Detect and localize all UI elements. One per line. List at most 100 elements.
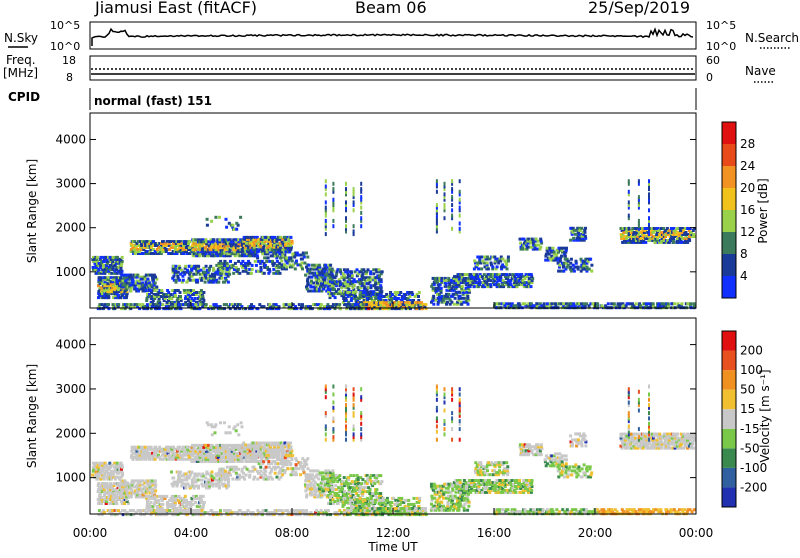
power-cell <box>531 238 534 241</box>
power-streak-cell <box>459 222 461 226</box>
power-cell <box>564 255 567 258</box>
power-cell <box>220 262 223 265</box>
power-streak-cell <box>332 182 334 186</box>
power-cell <box>316 303 319 306</box>
power-cell <box>205 303 208 306</box>
power-cell <box>507 256 510 259</box>
power-cell <box>289 248 292 251</box>
power-cell <box>546 247 549 250</box>
power-streak-cell <box>451 203 453 207</box>
power-streak-cell <box>459 198 461 202</box>
velocity-cell <box>185 499 188 502</box>
velocity-cell <box>172 446 175 449</box>
power-cell <box>119 276 122 279</box>
power-cell <box>107 303 110 306</box>
power-cell <box>121 256 124 259</box>
power-cell <box>192 303 195 306</box>
power-cell <box>417 295 420 298</box>
power-streak-cell <box>353 187 355 191</box>
power-cell <box>418 291 421 294</box>
power-cell <box>135 303 138 306</box>
power-cell <box>455 291 458 294</box>
power-cell <box>530 285 533 288</box>
power-streak-cell <box>451 227 453 231</box>
power-cell <box>635 302 638 305</box>
power-cell <box>199 303 202 306</box>
power-cell <box>154 276 157 279</box>
power-cell <box>367 268 370 271</box>
power-cell <box>692 302 695 305</box>
power-cell <box>155 286 158 289</box>
power-cell <box>331 278 334 281</box>
power-streak-cell <box>628 227 630 231</box>
power-cell <box>607 302 610 305</box>
velocity-cell <box>290 446 293 449</box>
power-cell <box>174 289 177 292</box>
power-cell <box>490 273 493 276</box>
power-cell <box>182 279 185 282</box>
power-cell <box>282 248 285 251</box>
power-colorbar-segment <box>722 144 736 166</box>
power-cell <box>680 241 683 244</box>
power-colorbar-tick: 24 <box>740 159 755 173</box>
power-cell <box>197 265 200 268</box>
power-cell <box>457 281 460 284</box>
velocity-cell <box>195 479 198 482</box>
power-cell <box>312 282 315 285</box>
power-cell <box>285 265 288 268</box>
power-streak-cell <box>648 208 650 212</box>
power-streak-cell <box>325 192 327 196</box>
power-cell <box>225 226 228 229</box>
power-streak-cell <box>628 179 630 183</box>
power-cell <box>445 283 448 286</box>
power-cell <box>461 297 464 300</box>
power-cell <box>394 297 397 300</box>
velocity-cell <box>203 501 206 504</box>
power-cell <box>453 303 456 306</box>
power-colorbar-segment <box>722 232 736 254</box>
power-cell <box>390 297 393 300</box>
velocity-cell <box>153 497 156 500</box>
velocity-cell <box>154 489 157 492</box>
power-cell <box>263 272 266 275</box>
power-streak-cell <box>360 187 362 191</box>
power-cell <box>688 239 691 242</box>
power-cell <box>613 302 616 305</box>
noise-tick-top-right: 10^5 <box>706 19 736 32</box>
power-cell <box>305 252 308 255</box>
power-streak-cell <box>628 214 630 218</box>
power-cell <box>261 252 264 255</box>
power-cell <box>410 291 413 294</box>
power-cell <box>146 278 149 281</box>
power-streak-cell <box>451 195 453 199</box>
power-cell <box>256 254 259 257</box>
power-cell <box>378 268 381 271</box>
power-cell <box>306 256 309 259</box>
power-cell <box>257 270 260 273</box>
power-cell <box>644 241 647 244</box>
power-cell <box>490 262 493 265</box>
power-cell <box>477 267 480 270</box>
power-cell <box>273 262 276 265</box>
power-streak-cell <box>459 206 461 210</box>
power-cell <box>563 262 566 265</box>
power-cell <box>303 256 306 259</box>
power-cell <box>522 238 525 241</box>
power-streak-cell <box>648 216 650 220</box>
power-streak-cell <box>332 224 334 228</box>
power-cell <box>506 267 509 270</box>
power-cell <box>339 290 342 293</box>
power-cell <box>454 297 457 300</box>
power-cell <box>152 303 155 306</box>
velocity-cell <box>150 501 153 504</box>
velocity-cell <box>151 479 154 482</box>
power-cell <box>370 297 373 300</box>
power-colorbar-tick: 8 <box>740 247 748 261</box>
power-cell <box>272 250 275 253</box>
velocity-cell <box>194 485 197 488</box>
power-cell <box>610 302 613 305</box>
velocity-cell <box>168 454 171 457</box>
power-cell <box>244 262 247 265</box>
power-cell <box>379 284 382 287</box>
